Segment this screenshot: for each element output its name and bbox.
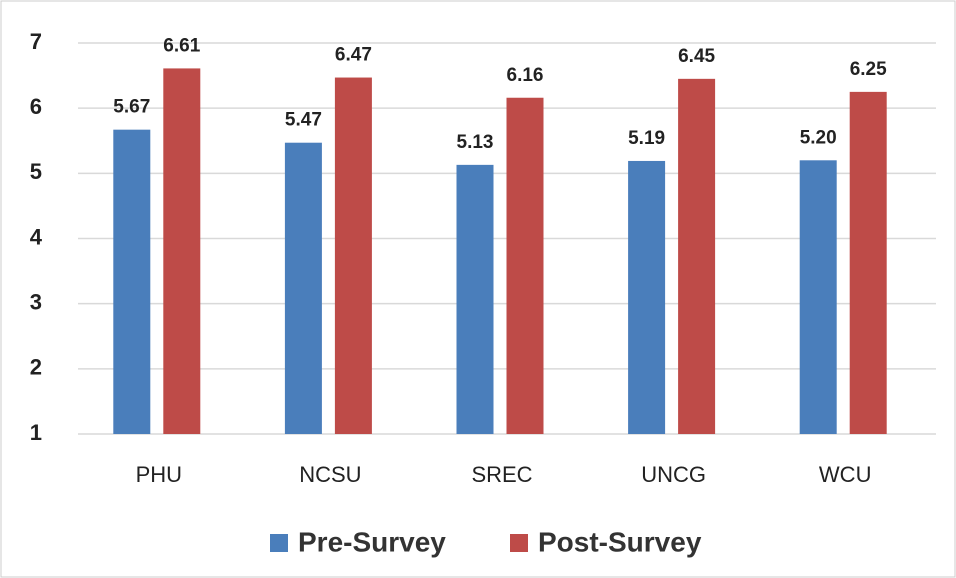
value-label: 6.47 [335,45,372,66]
y-tick-label: 3 [30,289,42,314]
y-tick-label: 2 [30,355,42,380]
y-tick-label: 6 [30,94,42,119]
bar [506,97,544,435]
bar [456,164,494,434]
bar [628,160,666,434]
bar [799,160,837,435]
y-tick-label: 5 [30,159,42,184]
y-tick-label: 1 [30,420,42,445]
bar [284,142,322,434]
x-tick-label: WCU [819,462,872,487]
legend-swatch [270,534,288,552]
bar [678,78,716,434]
bar [849,91,887,434]
value-label: 5.47 [285,110,322,131]
x-tick-label: NCSU [299,462,361,487]
y-tick-label: 7 [30,29,42,54]
x-tick-label: UNCG [641,462,706,487]
value-label: 6.45 [678,46,715,67]
x-tick-label: SREC [471,462,532,487]
value-label: 5.13 [457,132,494,153]
value-label: 5.19 [628,128,665,149]
legend-label: Post-Survey [538,526,702,557]
legend-label: Pre-Survey [298,526,446,557]
value-label: 6.16 [507,65,544,86]
value-label: 5.67 [113,97,150,118]
x-tick-label: PHU [136,462,182,487]
bar [113,129,151,434]
legend-swatch [510,534,528,552]
value-label: 6.25 [850,59,887,80]
y-tick-label: 4 [30,224,43,249]
bar [163,68,201,434]
bar [334,77,372,434]
value-label: 6.61 [163,35,200,56]
value-label: 5.20 [800,127,837,148]
